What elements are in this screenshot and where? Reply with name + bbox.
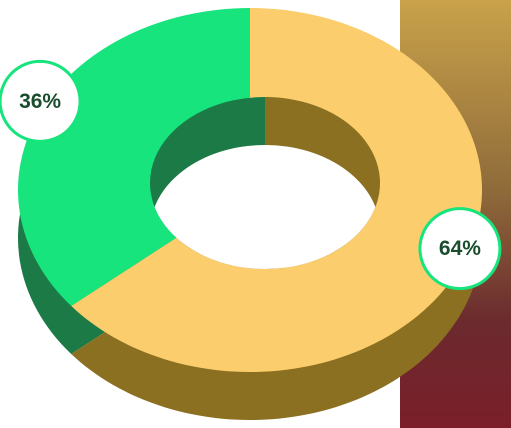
hole — [150, 145, 380, 269]
labels: 36% 64% — [0, 59, 502, 291]
label-badge — [418, 207, 502, 291]
data-label: 64% — [439, 237, 481, 260]
data-label: 36% — [19, 90, 61, 113]
label-badge — [0, 59, 82, 143]
donut — [17, 8, 482, 420]
